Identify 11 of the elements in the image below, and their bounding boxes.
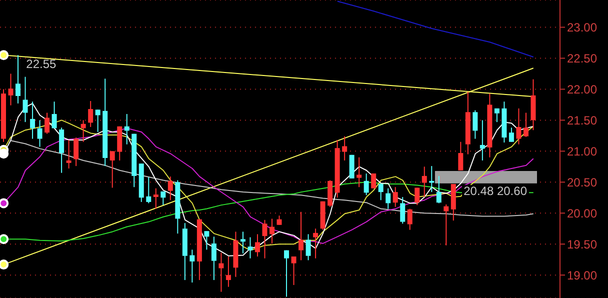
annotation: 22.55: [26, 57, 56, 72]
y-tick-label: 21.00: [567, 144, 598, 158]
y-tick-label: 22.50: [567, 51, 598, 66]
y-tick-label: 19.00: [567, 268, 598, 282]
band-label: 20.48 20.60: [462, 184, 529, 198]
y-tick-label: 19.50: [567, 237, 598, 252]
y-tick-label: 20.00: [567, 206, 598, 220]
y-tick-label: 21.50: [567, 113, 598, 128]
y-tick-label: 20.50: [567, 175, 598, 190]
y-tick-label: 23.00: [567, 20, 598, 35]
y-tick-label: 22.00: [567, 82, 598, 96]
